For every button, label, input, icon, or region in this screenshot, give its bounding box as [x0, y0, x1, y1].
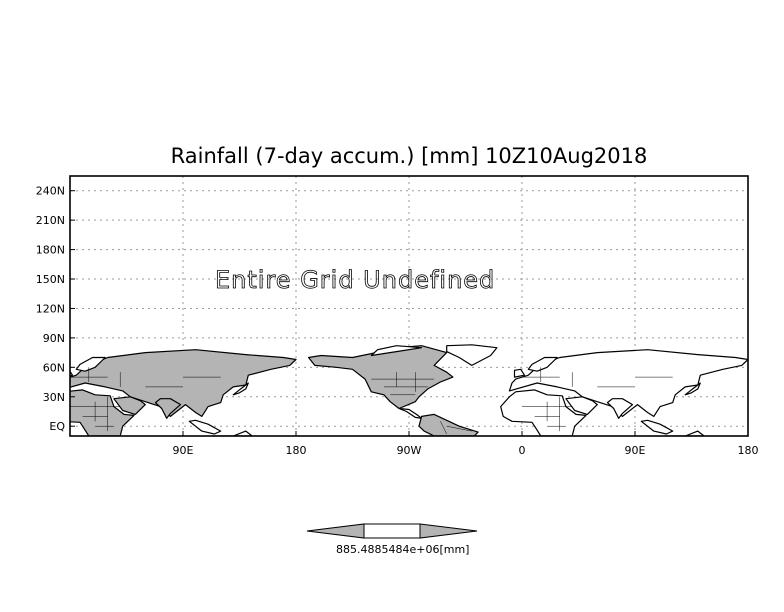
lat-tick-label: 90N — [43, 332, 65, 345]
landmass-australia — [212, 430, 253, 436]
lat-tick-label: 60N — [43, 361, 65, 374]
landmass-india — [606, 398, 634, 419]
landmass-central-america — [398, 407, 423, 419]
colorbar: 885.4885484e+06[mm] — [306, 523, 478, 556]
longitude-axis: 90E 180 90W 0 90E 180 — [173, 431, 759, 457]
border-line — [440, 421, 447, 435]
lat-tick-label: 180N — [36, 244, 65, 257]
country-borders — [70, 367, 673, 435]
colorbar-label: 885.4885484e+06[mm] — [336, 543, 469, 556]
colorbar-center-box — [363, 523, 421, 539]
landmass-scandinavia — [527, 356, 558, 372]
colorbar-right-triangle — [419, 523, 478, 539]
landmass-arabia — [565, 396, 598, 415]
landmass-arabia — [113, 396, 146, 415]
lat-tick-label: 120N — [36, 302, 65, 315]
landmass-arctic-islands — [370, 345, 423, 357]
lon-tick-label: 180 — [738, 444, 759, 457]
landmass-africa — [70, 389, 135, 436]
lat-tick-label: 150N — [36, 273, 65, 286]
landmass-greenland — [446, 344, 498, 366]
landmass-se-asia-islands — [640, 419, 674, 435]
landmass-north-america — [308, 345, 454, 410]
lon-tick-label: 0 — [519, 444, 526, 457]
landmass-scandinavia — [75, 356, 106, 372]
colorbar-left-triangle — [306, 523, 365, 539]
landmass-south-america — [418, 413, 479, 436]
lat-tick-label: 210N — [36, 214, 65, 227]
landmass-north-america — [761, 346, 784, 409]
landmass-africa — [500, 389, 587, 436]
lon-tick-label: 90W — [397, 444, 422, 457]
landmass-se-asia-islands — [188, 419, 222, 435]
landmass-japan — [232, 382, 249, 396]
lat-tick-label: 30N — [43, 391, 65, 404]
lon-tick-label: 90E — [173, 444, 194, 457]
lon-tick-label: 90E — [625, 444, 646, 457]
landmass-australia — [664, 430, 705, 436]
landmass-india — [154, 398, 182, 419]
landmass-uk — [513, 368, 526, 378]
landmass-japan — [684, 382, 701, 396]
border-line — [446, 425, 472, 432]
land-masses — [70, 344, 784, 436]
lat-tick-label: EQ — [49, 420, 65, 433]
map-title: Rainfall (7-day accum.) [mm] 10Z10Aug201… — [171, 144, 648, 168]
undefined-grid-message: Entire Grid Undefined — [215, 266, 495, 294]
lat-tick-label: 240N — [36, 185, 65, 198]
latitude-axis: EQ 30N 60N 90N 120N 150N 180N 210N 240N — [36, 185, 75, 433]
lon-tick-label: 180 — [286, 444, 307, 457]
